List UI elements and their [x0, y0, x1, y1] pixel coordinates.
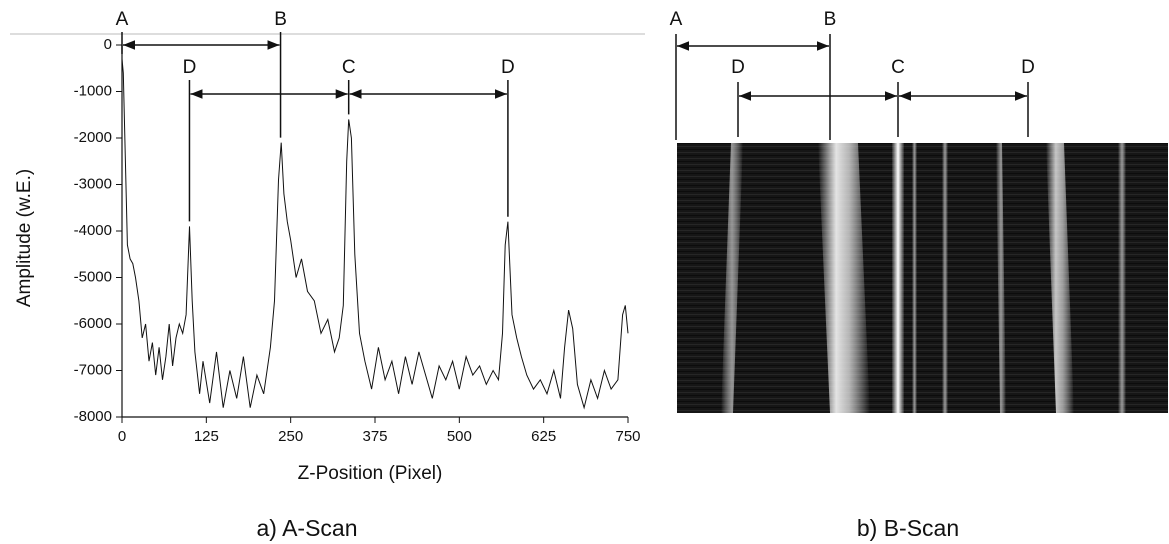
caption: a) A-Scan: [257, 515, 358, 541]
y-tick-label: -7000: [74, 361, 112, 378]
scan-band: [721, 143, 743, 413]
annotation-label: A: [116, 9, 129, 30]
annotation-label: A: [670, 9, 683, 30]
y-tick-label: -5000: [74, 268, 112, 285]
annotation-label: C: [891, 57, 905, 78]
x-tick-label: 125: [194, 428, 219, 445]
annotation-label: D: [183, 57, 197, 78]
y-tick-label: 0: [104, 36, 112, 53]
scan-band: [996, 143, 1006, 413]
scan-band: [818, 143, 870, 413]
y-axis-title: Amplitude (w.E.): [14, 169, 35, 307]
y-tick-label: -1000: [74, 82, 112, 99]
scan-band: [1118, 143, 1126, 413]
annotation-label: B: [274, 9, 287, 30]
x-tick-label: 500: [447, 428, 472, 445]
x-tick-label: 625: [531, 428, 556, 445]
annotation-label: B: [824, 9, 837, 30]
x-tick-label: 250: [278, 428, 303, 445]
y-tick-label: -4000: [74, 222, 112, 239]
annotation-label: D: [1021, 57, 1035, 78]
y-tick-label: -2000: [74, 129, 112, 146]
scan-band: [1046, 143, 1074, 413]
scan-band: [892, 143, 904, 413]
y-tick-label: -6000: [74, 315, 112, 332]
y-tick-label: -8000: [74, 408, 112, 425]
caption: b) B-Scan: [857, 515, 959, 541]
scan-band: [912, 143, 917, 413]
y-tick-label: -3000: [74, 175, 112, 192]
annotation-label: C: [342, 57, 356, 78]
scan-background: [677, 143, 1168, 413]
b-scan-image: [677, 143, 1168, 413]
x-tick-label: 0: [118, 428, 126, 445]
annotation-label: D: [731, 57, 745, 78]
signal-line: [121, 58, 629, 410]
x-tick-label: 375: [362, 428, 387, 445]
scan-band: [942, 143, 948, 413]
b-scan-annotations: A B D C D: [670, 9, 1035, 140]
x-axis-title: Z-Position (Pixel): [298, 463, 443, 484]
x-tick-label: 750: [615, 428, 640, 445]
annotation-label: D: [501, 57, 515, 78]
